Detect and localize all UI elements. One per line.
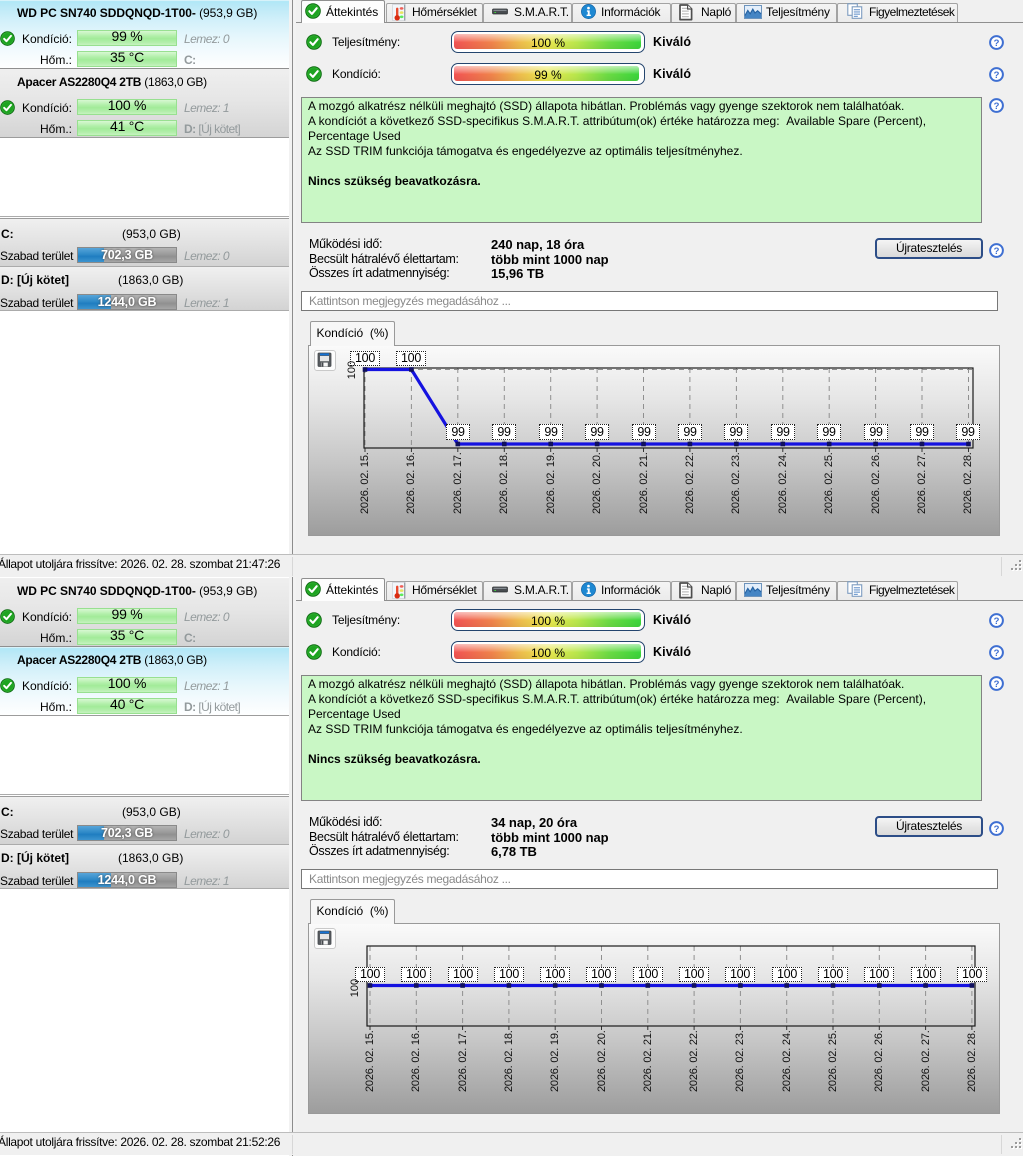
svg-text:?: ? <box>994 824 1000 835</box>
svg-text:?: ? <box>994 38 1000 49</box>
svg-text:?: ? <box>994 246 1000 257</box>
svg-text:?: ? <box>994 648 1000 659</box>
svg-text:?: ? <box>994 101 1000 112</box>
svg-text:?: ? <box>994 616 1000 627</box>
svg-text:?: ? <box>994 679 1000 690</box>
svg-text:?: ? <box>994 70 1000 81</box>
